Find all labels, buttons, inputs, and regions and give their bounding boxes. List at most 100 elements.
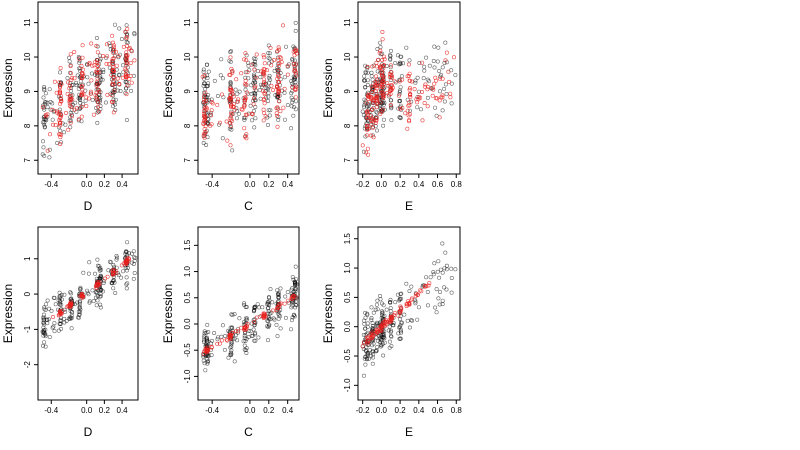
- y-tick-label: 11: [343, 18, 352, 27]
- data-point: [415, 317, 420, 322]
- data-point: [293, 95, 298, 100]
- data-point: [288, 327, 293, 332]
- data-point: [404, 301, 409, 306]
- data-point: [374, 116, 379, 121]
- data-point: [229, 332, 234, 337]
- data-point: [433, 75, 438, 80]
- data-point: [124, 92, 129, 97]
- data-point: [200, 74, 205, 79]
- data-point: [268, 287, 273, 292]
- data-point: [437, 289, 442, 294]
- y-tick-label: -1.0: [343, 378, 352, 392]
- data-point: [274, 322, 279, 327]
- data-point: [125, 33, 130, 38]
- data-point: [407, 288, 412, 293]
- data-point: [241, 115, 246, 120]
- data-point: [201, 338, 206, 343]
- data-point: [220, 92, 225, 97]
- data-point: [113, 102, 118, 107]
- data-point: [252, 96, 257, 101]
- data-point: [292, 69, 297, 74]
- data-point: [374, 302, 379, 307]
- data-point: [425, 289, 430, 294]
- data-point: [234, 329, 239, 334]
- data-point: [397, 79, 402, 84]
- data-point: [437, 275, 442, 280]
- data-point: [436, 45, 441, 50]
- data-point: [237, 89, 242, 94]
- data-point: [215, 102, 220, 107]
- data-point: [365, 341, 370, 346]
- data-point: [398, 77, 403, 82]
- data-point: [363, 85, 368, 90]
- data-point: [373, 74, 378, 79]
- data-point: [57, 118, 62, 123]
- data-point: [228, 72, 233, 77]
- data-point: [380, 93, 385, 98]
- data-point: [374, 94, 379, 99]
- data-point: [244, 58, 249, 63]
- plot-frame: [37, 1, 139, 175]
- data-point: [362, 97, 367, 102]
- data-point: [63, 309, 68, 314]
- y-tick-label: 9: [183, 89, 192, 94]
- data-point: [434, 96, 439, 101]
- x-tick-label: 0.0: [81, 406, 93, 415]
- data-point: [366, 338, 371, 343]
- data-point: [111, 75, 116, 80]
- data-point: [294, 303, 299, 308]
- data-point: [41, 117, 46, 122]
- data-point: [52, 79, 57, 84]
- data-point: [291, 113, 296, 118]
- data-point: [264, 302, 269, 307]
- data-point: [378, 64, 383, 69]
- data-point: [398, 61, 403, 66]
- data-point: [392, 79, 397, 84]
- data-point: [95, 120, 100, 125]
- data-point: [281, 105, 286, 110]
- data-point: [55, 110, 60, 115]
- data-point: [440, 270, 445, 275]
- data-point: [286, 300, 291, 305]
- data-point: [366, 335, 371, 340]
- data-point: [128, 60, 133, 65]
- data-point: [248, 329, 253, 334]
- data-point: [234, 116, 239, 121]
- data-point: [230, 326, 235, 331]
- data-point: [293, 87, 298, 92]
- data-point: [40, 139, 45, 144]
- data-point: [447, 79, 452, 84]
- data-point: [265, 338, 270, 343]
- data-point: [407, 302, 412, 307]
- data-point: [236, 111, 241, 116]
- data-point: [276, 45, 281, 50]
- data-point: [59, 98, 64, 103]
- data-point: [375, 57, 380, 62]
- data-point: [131, 276, 136, 281]
- data-point: [275, 124, 280, 129]
- data-point: [252, 307, 257, 312]
- data-point: [110, 33, 115, 38]
- data-point: [449, 275, 454, 280]
- data-point: [365, 146, 370, 151]
- data-point: [282, 86, 287, 91]
- data-point: [253, 338, 258, 343]
- x-axis-title: C: [244, 425, 253, 439]
- data-point: [42, 340, 47, 345]
- data-point: [363, 70, 368, 75]
- data-point: [111, 262, 116, 267]
- data-point: [95, 99, 100, 104]
- data-point: [265, 306, 270, 311]
- data-point: [86, 81, 91, 86]
- data-point: [79, 114, 84, 119]
- data-point: [448, 95, 453, 100]
- data-point: [366, 152, 371, 157]
- data-point: [366, 92, 371, 97]
- data-point: [204, 143, 209, 148]
- data-point: [276, 305, 281, 310]
- data-point: [375, 46, 380, 51]
- points: [360, 29, 458, 157]
- data-point: [219, 334, 224, 339]
- data-point: [79, 63, 84, 68]
- data-point: [382, 340, 387, 345]
